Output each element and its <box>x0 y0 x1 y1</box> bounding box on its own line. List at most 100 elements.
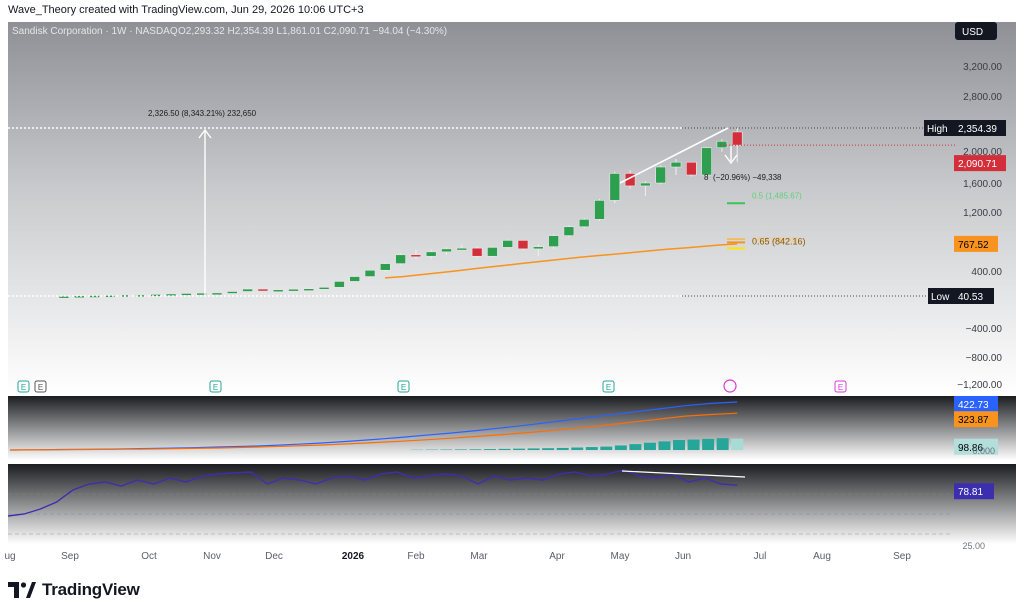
chart-credit: Wave_Theory created with TradingView.com… <box>8 4 364 16</box>
macd-histogram-bar <box>571 447 584 450</box>
x-axis-label: Apr <box>549 551 565 562</box>
histogram-badge: 98.86 <box>958 443 983 454</box>
price-tick-label: 2,000.00 <box>963 147 1002 158</box>
low-badge-label: Low <box>931 292 950 303</box>
signal-line-badge: 323.87 <box>958 415 989 426</box>
fib-orange-faint-label: 0.618 (968.63) <box>752 237 798 244</box>
candle-body <box>578 219 590 228</box>
rsi-badge-bg <box>954 483 994 500</box>
range-measure-label: 2,326.50 (8,343.21%) 232,650 <box>148 109 257 118</box>
rsi-line <box>7 469 738 517</box>
symbol-name: Sandisk Corporation · 1W · NASDAQ <box>12 26 178 37</box>
macd-series-line <box>9 412 738 451</box>
candle-body <box>165 293 177 297</box>
macd-line-badge-bg <box>954 395 998 412</box>
macd-axis-tick: 0.000 <box>972 446 995 456</box>
signal-line-badge-bg <box>954 411 998 428</box>
candle-body <box>471 247 483 257</box>
last-price-badge: 2,090.71 <box>958 159 997 170</box>
x-axis-label: Dec <box>265 551 283 562</box>
ema-line <box>384 243 738 279</box>
macd-histogram-bar <box>483 449 496 450</box>
macd-histogram-bar <box>716 438 729 450</box>
candle-body <box>196 292 207 296</box>
x-axis-label: Feb <box>407 551 425 562</box>
earnings-marker: E <box>21 383 26 392</box>
macd-histogram-bar <box>527 448 540 450</box>
candle-body <box>181 293 192 296</box>
ohlc-values: O2,293.32 H2,354.39 L1,861.01 C2,090.71 … <box>178 26 447 37</box>
x-axis-label: 2026 <box>342 551 365 562</box>
candle-body <box>272 289 284 293</box>
candle-body <box>257 288 269 292</box>
ema-badge: 767.52 <box>958 240 989 251</box>
candle-body <box>288 288 299 292</box>
last-price-badge-bg <box>954 155 1006 172</box>
price-tick-label: 3,200.00 <box>963 62 1002 73</box>
candle-body <box>487 247 498 257</box>
candle-body <box>318 287 330 290</box>
macd-histogram-bar <box>614 445 627 450</box>
x-axis-label: May <box>611 551 630 562</box>
macd-histogram-bar <box>498 448 511 450</box>
macd-histogram-bar <box>687 439 700 450</box>
candle-body <box>655 166 667 184</box>
x-axis-label: Aug <box>813 551 831 562</box>
candle-body <box>211 292 223 296</box>
candle-body <box>242 288 253 292</box>
earnings-marker: E <box>606 383 611 392</box>
x-axis-label: Jun <box>675 551 691 562</box>
candle-body <box>410 254 422 258</box>
earnings-marker-box <box>834 380 847 393</box>
price-tick-label: 1,600.00 <box>963 179 1002 190</box>
macd-histogram-bar <box>731 438 744 450</box>
candle-body <box>364 269 376 277</box>
candle-body <box>74 295 85 299</box>
candle-body <box>379 263 391 271</box>
macd-histogram-bar <box>702 438 715 450</box>
currency-button <box>955 22 997 40</box>
candle-body <box>456 247 468 251</box>
high-badge-value: 2,354.39 <box>958 124 997 135</box>
rsi-badge: 78.81 <box>958 487 983 498</box>
earnings-marker-box <box>602 380 615 393</box>
price-tick-label: −400.00 <box>966 324 1003 335</box>
x-axis-label: Nov <box>203 551 221 562</box>
macd-histogram-bar <box>585 447 598 450</box>
macd-histogram-bar <box>469 449 482 450</box>
x-axis-label: ug <box>4 551 15 562</box>
high-badge-label: High <box>927 124 948 135</box>
candle-body <box>670 161 682 168</box>
high-badge-label-bg <box>924 120 954 136</box>
earnings-marker: E <box>213 383 218 392</box>
macd-histogram-bar <box>629 444 642 450</box>
range-measure-arrowhead <box>198 128 212 139</box>
earnings-marker-box <box>34 380 47 393</box>
fib-green-label: 0.5 (1,485.67) <box>752 191 802 200</box>
price-tick-label: −800.00 <box>966 353 1003 364</box>
candle-body <box>594 200 605 220</box>
x-axis-label: Jul <box>754 551 767 562</box>
candle-body <box>609 173 621 201</box>
macd-histogram-bar <box>673 440 686 450</box>
x-axis-label: Oct <box>141 551 157 562</box>
rsi-axis-tick: 25.00 <box>962 541 985 551</box>
macd-pane-background <box>8 396 1016 460</box>
macd-histogram-bar <box>658 441 671 450</box>
fib-orange-label: 0.65 (842.16) <box>752 236 806 246</box>
target-measure-label: (−20.96%) −49,338 <box>713 173 782 182</box>
trading-chart[interactable]: Sandisk Corporation · 1W · NASDAQ O2,293.… <box>0 18 1024 566</box>
candle-body <box>303 288 315 292</box>
tradingview-logo-icon <box>8 582 36 598</box>
low-badge-value: 40.53 <box>958 292 983 303</box>
x-axis-label: Sep <box>893 551 911 562</box>
candle-body <box>89 295 100 298</box>
candle-body <box>517 240 529 250</box>
candle-body <box>334 281 345 288</box>
earnings-marker-box <box>397 380 410 393</box>
chart-frame: Sandisk Corporation · 1W · NASDAQ O2,293.… <box>0 18 1024 566</box>
earnings-marker: E <box>401 383 406 392</box>
candle-body <box>502 240 514 248</box>
main-pane-background <box>8 22 1016 394</box>
macd-line-badge: 422.73 <box>958 400 989 411</box>
